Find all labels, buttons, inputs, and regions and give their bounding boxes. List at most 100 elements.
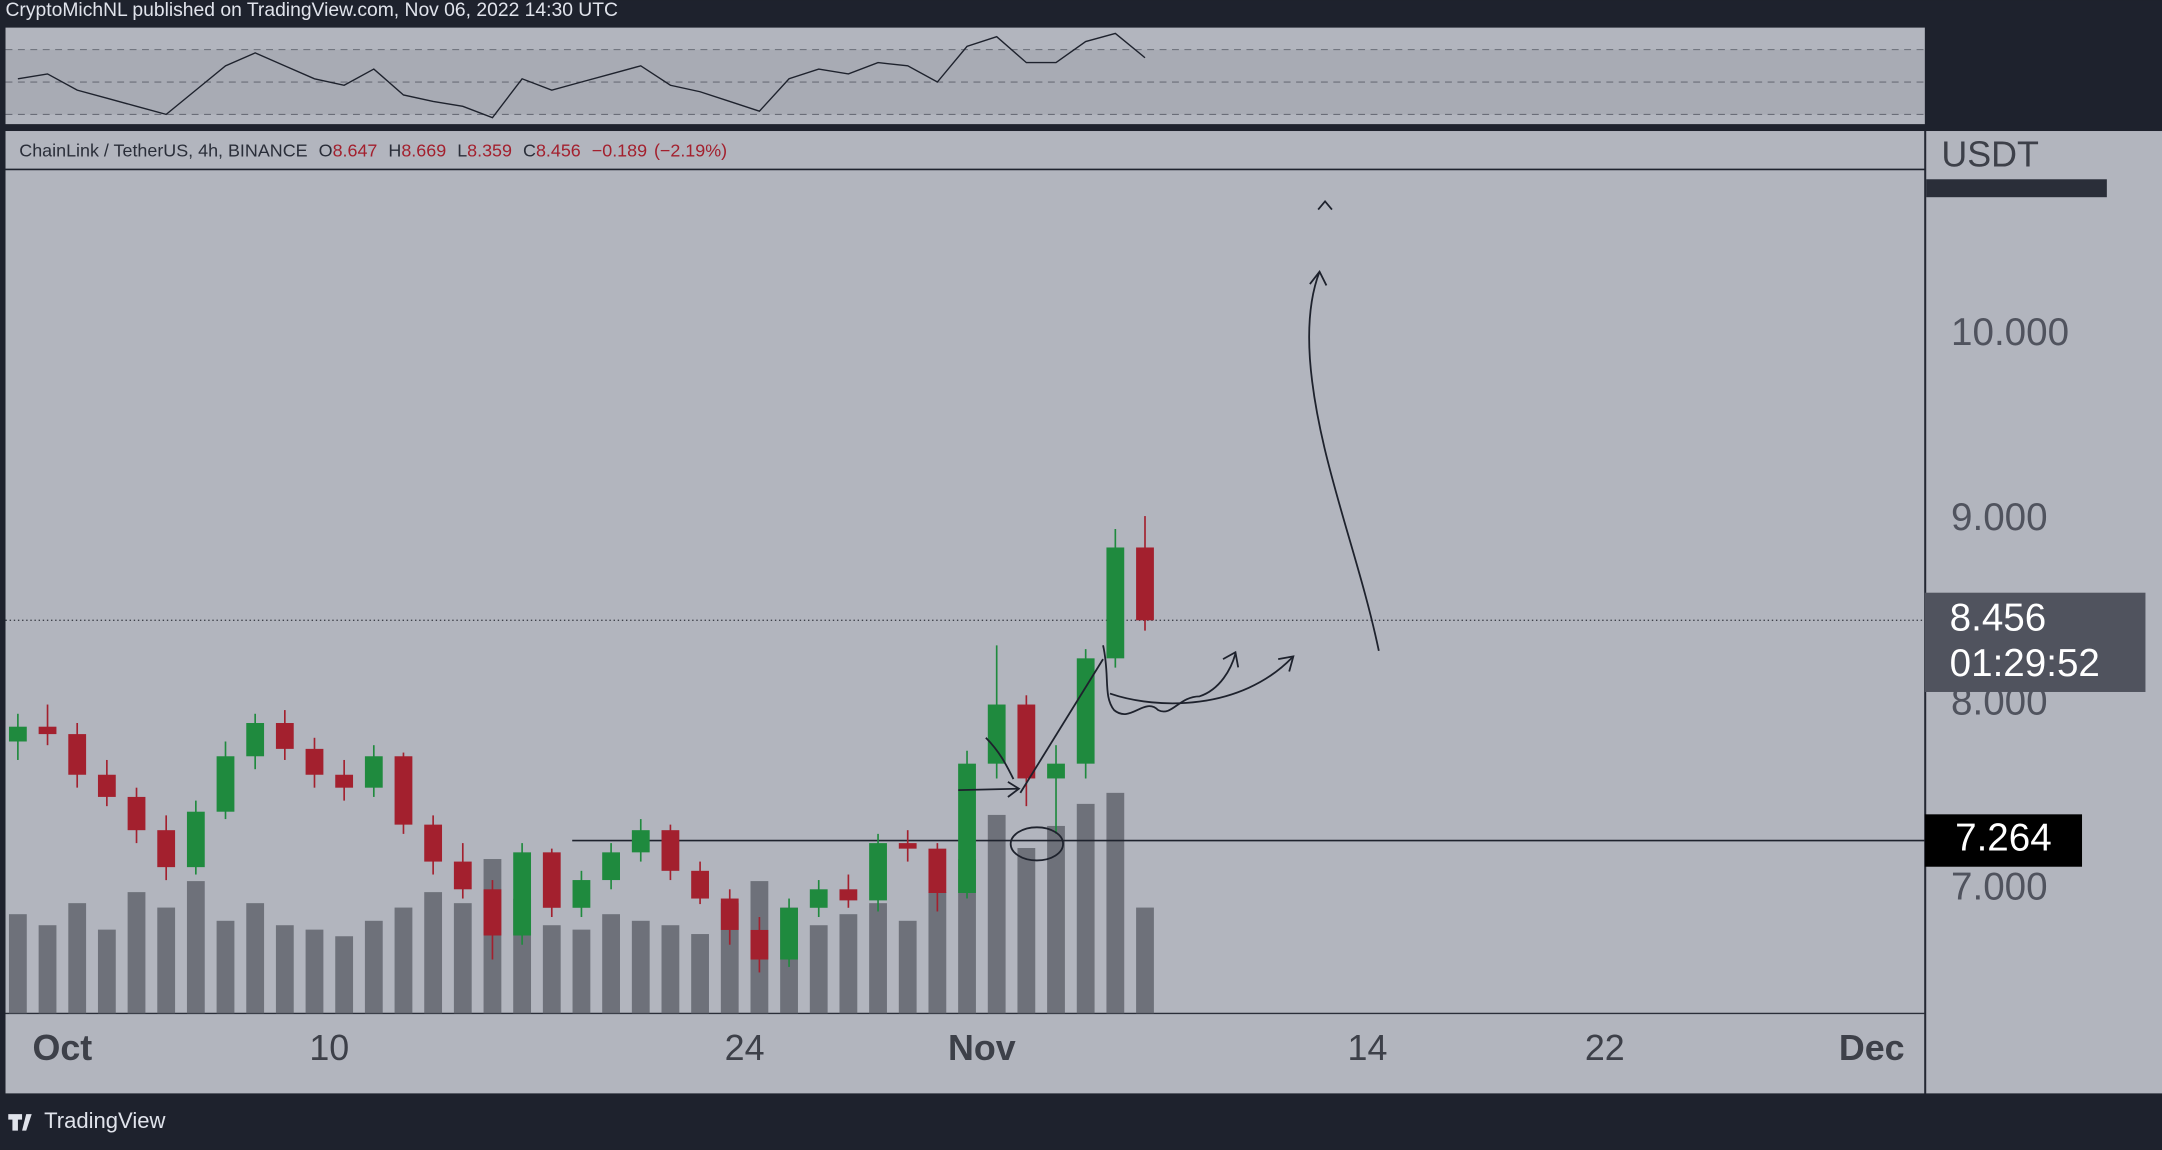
symbol: ChainLink / TetherUS, 4h, BINANCE bbox=[19, 140, 307, 160]
volume-bar bbox=[216, 920, 235, 1014]
volume-bar bbox=[928, 892, 947, 1014]
ohlc-label: H bbox=[388, 140, 401, 160]
candle-body bbox=[483, 889, 502, 936]
candle-body bbox=[1136, 547, 1154, 621]
last-price: 8.456 bbox=[1950, 596, 2047, 639]
candle-body bbox=[394, 756, 413, 825]
candle-body bbox=[542, 852, 561, 908]
volume-bar bbox=[68, 903, 87, 1014]
arrow bbox=[1102, 645, 1237, 715]
candle-body bbox=[157, 830, 176, 868]
y-tick-label: 10.000 bbox=[1951, 311, 2069, 354]
volume-bar bbox=[987, 814, 1006, 1014]
volume-bar bbox=[1017, 848, 1036, 1014]
ohlc-value: 8.669 bbox=[401, 140, 446, 160]
candle-body bbox=[453, 861, 472, 890]
volume-bar bbox=[246, 903, 265, 1014]
rsi-line bbox=[17, 32, 1146, 119]
volume-bar bbox=[97, 929, 116, 1014]
candle-body bbox=[780, 907, 798, 960]
x-tick-label: 10 bbox=[309, 1028, 349, 1068]
candle-body bbox=[246, 723, 265, 757]
candle-body bbox=[305, 748, 324, 775]
legend: ChainLink / TetherUS, 4h, BINANCE O8.647 H… bbox=[19, 140, 727, 160]
volume-bar bbox=[1047, 825, 1065, 1014]
x-tick-label: Dec bbox=[1839, 1028, 1905, 1068]
candle-body bbox=[750, 929, 769, 960]
arrow-head bbox=[1007, 781, 1021, 798]
change: −0.189 bbox=[592, 140, 647, 160]
volume-bar bbox=[1076, 803, 1095, 1014]
support-label-box bbox=[1924, 814, 2083, 867]
volume-bar bbox=[898, 920, 917, 1014]
candle-body bbox=[335, 774, 354, 788]
trend-line bbox=[1019, 658, 1104, 794]
footer bbox=[0, 1093, 2162, 1150]
volume-bar bbox=[305, 929, 324, 1014]
candle-body bbox=[572, 880, 591, 908]
candle-body bbox=[513, 852, 532, 936]
volume-bar bbox=[364, 920, 383, 1014]
volume-bar bbox=[809, 925, 828, 1014]
arrow bbox=[985, 737, 1015, 780]
volume-bar bbox=[869, 903, 887, 1014]
y-tick-label: 7.000 bbox=[1951, 866, 2048, 909]
candle-body bbox=[691, 870, 709, 899]
arrow-head bbox=[1222, 650, 1240, 668]
candle-body bbox=[720, 898, 739, 930]
arrow bbox=[1308, 271, 1380, 652]
volume-bar bbox=[275, 925, 294, 1014]
x-tick-label: Oct bbox=[32, 1028, 92, 1068]
x-tick-label: 24 bbox=[725, 1028, 765, 1068]
candle-body bbox=[1017, 704, 1036, 779]
candle-body bbox=[364, 756, 383, 788]
drawings bbox=[958, 199, 1380, 862]
candle-body bbox=[898, 843, 917, 849]
candle-body bbox=[809, 889, 828, 908]
arrow bbox=[958, 787, 1018, 791]
volume-bar bbox=[661, 925, 680, 1014]
unit-label: USDT bbox=[1941, 135, 2039, 175]
candle-body bbox=[97, 774, 116, 797]
volume-bar bbox=[572, 929, 591, 1014]
arrow bbox=[1109, 657, 1293, 705]
volume-bar bbox=[127, 892, 146, 1014]
volume-bar bbox=[602, 914, 620, 1014]
volume-bar bbox=[424, 892, 443, 1014]
plot bbox=[5, 32, 1925, 1014]
volume-bar bbox=[542, 925, 561, 1014]
circle bbox=[1009, 826, 1064, 862]
logo bbox=[8, 1114, 32, 1131]
volume-bar bbox=[720, 903, 739, 1014]
candle-body bbox=[38, 726, 57, 735]
candle-body bbox=[631, 830, 650, 853]
candle-body bbox=[1106, 547, 1125, 659]
volume-bar bbox=[335, 936, 354, 1014]
change-pct: (−2.19%) bbox=[654, 140, 727, 160]
candle-body bbox=[987, 704, 1006, 764]
candle-body bbox=[424, 824, 443, 862]
candle-body bbox=[661, 830, 680, 871]
x-tick-label: Nov bbox=[948, 1028, 1016, 1068]
candle-body bbox=[869, 843, 887, 901]
unit-underline bbox=[1926, 179, 2107, 198]
candle-body bbox=[1047, 763, 1065, 779]
publisher: CryptoMichNL published on TradingView.co… bbox=[6, 0, 619, 21]
brand: TradingView bbox=[44, 1108, 165, 1133]
arrow-head bbox=[1309, 269, 1328, 286]
rsi-pane bbox=[5, 27, 1925, 125]
candle-body bbox=[186, 811, 205, 868]
ohlc-value: 8.456 bbox=[536, 140, 581, 160]
candle-body bbox=[127, 796, 146, 831]
ohlc-value: 8.647 bbox=[333, 140, 378, 160]
candle-body bbox=[8, 726, 27, 742]
candle-body bbox=[839, 889, 858, 901]
volume-bar bbox=[453, 903, 472, 1014]
volume-bar bbox=[394, 907, 413, 1014]
candle-body bbox=[928, 848, 947, 893]
x-tick-label: 22 bbox=[1585, 1028, 1625, 1068]
ohlc-label: O bbox=[319, 140, 333, 160]
countdown: 01:29:52 bbox=[1950, 642, 2100, 685]
